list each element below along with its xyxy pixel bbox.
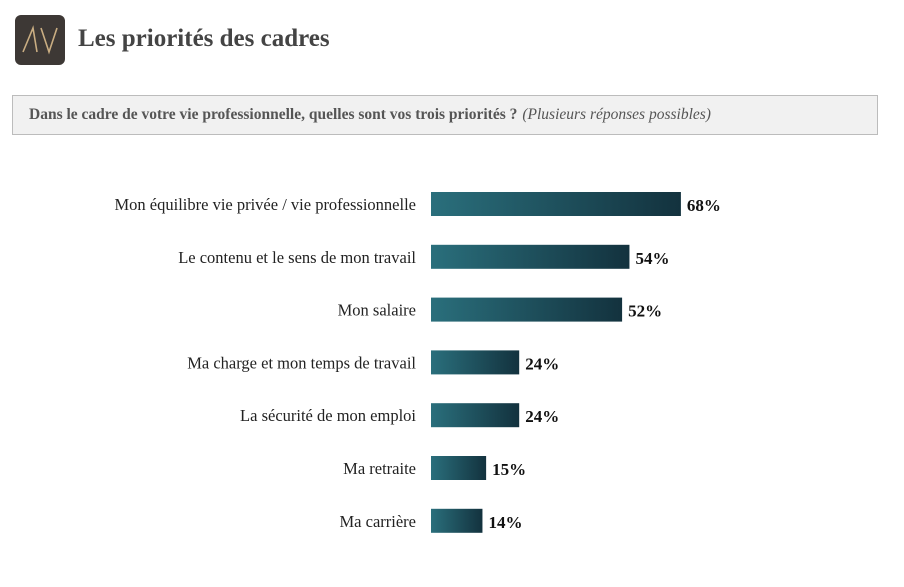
bar bbox=[431, 350, 520, 375]
bar bbox=[431, 244, 630, 269]
category-label: Ma charge et mon temps de travail bbox=[187, 353, 416, 372]
category-label: Mon équilibre vie privée / vie professio… bbox=[115, 195, 417, 214]
bar bbox=[431, 297, 623, 322]
question-note: (Plusieurs réponses possibles) bbox=[522, 106, 711, 123]
value-label: 68% bbox=[687, 196, 721, 215]
bar bbox=[431, 403, 520, 428]
bar bbox=[431, 508, 483, 533]
category-label: Ma carrière bbox=[340, 512, 416, 531]
value-label: 15% bbox=[492, 460, 526, 479]
value-label: 24% bbox=[525, 407, 559, 426]
value-label: 24% bbox=[525, 354, 559, 373]
question-text: Dans le cadre de votre vie professionnel… bbox=[29, 106, 518, 123]
bar bbox=[431, 192, 681, 216]
category-label: Mon salaire bbox=[338, 301, 416, 320]
logo-mark-icon bbox=[22, 25, 58, 55]
category-label: Ma retraite bbox=[343, 459, 416, 478]
value-label: 54% bbox=[635, 249, 669, 268]
bar bbox=[431, 456, 487, 480]
question-banner: Dans le cadre de votre vie professionnel… bbox=[12, 95, 878, 135]
category-label: Le contenu et le sens de mon travail bbox=[178, 248, 416, 267]
category-label: La sécurité de mon emploi bbox=[240, 406, 416, 425]
page-title: Les priorités des cadres bbox=[78, 25, 330, 52]
value-label: 52% bbox=[628, 302, 662, 321]
logo bbox=[15, 15, 65, 65]
value-label: 14% bbox=[488, 513, 522, 532]
